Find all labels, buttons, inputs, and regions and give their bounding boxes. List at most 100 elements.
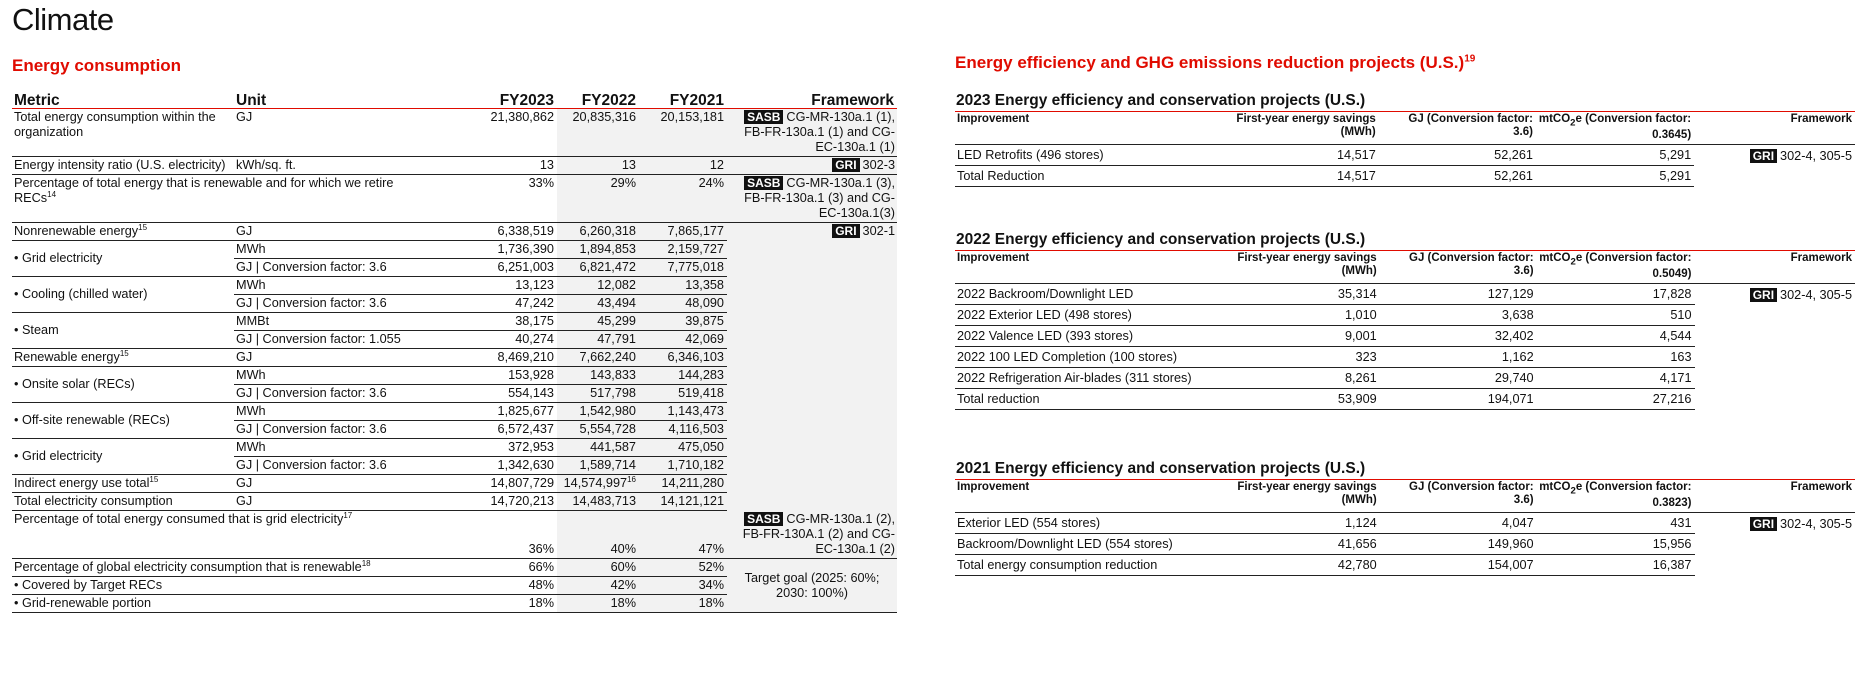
value-cell: 1,589,714 [557, 456, 639, 475]
framework-cell: GRI 302-3 [727, 156, 897, 175]
unit-cell: MMBt [234, 312, 484, 331]
framework-cell [1695, 368, 1856, 389]
table-header-row: Improvement First-year energy savings (MW… [955, 249, 1855, 285]
improvement-cell: Exterior LED (554 stores) [955, 512, 1223, 535]
col-co2: mtCO2e (Conversion factor: 0.3823) [1536, 478, 1695, 514]
improvement-cell: 2022 Valence LED (393 stores) [955, 325, 1223, 348]
unit-cell: GJ [234, 492, 484, 511]
table-row: Total reduction 53,909 194,071 27,216 [955, 388, 1855, 411]
framework-cell: SASB CG-MR-130a.1 (2), FB-FR-130A.1 (2) a… [727, 511, 897, 559]
page-title: Climate [12, 2, 114, 37]
value-cell: 1,542,980 [557, 402, 639, 421]
value-cell: 48% [484, 576, 557, 595]
value-cell: 15,956 [1536, 533, 1695, 556]
metric-cell: • Grid electricity [12, 240, 234, 277]
table-row: Backroom/Downlight LED (554 stores) 41,65… [955, 533, 1855, 556]
metric-cell: • Cooling (chilled water) [12, 276, 234, 313]
metric-cell: • Covered by Target RECs [12, 576, 484, 595]
value-cell: 53,909 [1222, 388, 1380, 411]
col-unit: Unit [234, 92, 484, 109]
value-cell: 5,291 [1535, 144, 1695, 167]
unit-cell: MWh [234, 438, 484, 457]
value-cell: 20,835,316 [557, 108, 639, 157]
value-cell: 33% [484, 174, 557, 223]
unit-cell: GJ | Conversion factor: 1.055 [234, 330, 484, 349]
unit-cell: GJ [234, 474, 484, 493]
value-cell: 27,216 [1536, 388, 1695, 411]
improvement-cell: 2022 Exterior LED (498 stores) [955, 304, 1223, 327]
value-cell: 5,291 [1535, 165, 1695, 188]
value-cell: 60% [557, 558, 639, 577]
table-row: GJ | Conversion factor: 3.6 554,143 517,… [12, 384, 897, 403]
value-cell: 48,090 [639, 294, 727, 313]
table-row: Total electricity consumption GJ 14,720,… [12, 492, 897, 511]
value-cell: 29,740 [1379, 367, 1537, 390]
unit-cell: GJ | Conversion factor: 3.6 [234, 456, 484, 475]
value-cell: 45,299 [557, 312, 639, 331]
gri-badge: GRI [832, 224, 860, 238]
unit-cell: GJ [234, 348, 484, 367]
value-cell: 6,572,437 [484, 420, 557, 439]
framework-cell [1695, 347, 1856, 368]
value-cell: 14,517 [1221, 165, 1379, 188]
value-cell: 18% [557, 594, 639, 613]
table-row: GJ | Conversion factor: 3.6 6,572,437 5,… [12, 420, 897, 439]
value-cell: 1,124 [1222, 512, 1380, 535]
unit-cell: MWh [234, 276, 484, 295]
value-cell: 154,007 [1379, 554, 1537, 577]
col-improvement: Improvement [955, 249, 1223, 285]
metric-cell: • Onsite solar (RECs) [12, 366, 234, 403]
col-savings: First-year energy savings (MWh) [1221, 110, 1379, 146]
metric-cell: • Steam [12, 312, 234, 349]
value-cell: 18% [484, 594, 557, 613]
value-cell: 52% [639, 558, 727, 577]
framework-cell [1695, 555, 1856, 576]
value-cell: 517,798 [557, 384, 639, 403]
value-cell: 149,960 [1379, 533, 1537, 556]
value-cell: 372,953 [484, 438, 557, 457]
value-cell: 144,283 [639, 366, 727, 385]
framework-cell: Target goal (2025: 60%; 2030: 100%) [727, 558, 897, 613]
value-cell: 18% [639, 594, 727, 613]
col-savings: First-year energy savings (MWh) [1222, 478, 1380, 514]
value-cell: 510 [1536, 304, 1695, 327]
unit-cell: kWh/sq. ft. [234, 156, 484, 175]
value-cell: 1,825,677 [484, 402, 557, 421]
value-cell: 14,211,280 [639, 474, 727, 493]
value-cell: 163 [1536, 346, 1695, 369]
table-row: • Cooling (chilled water) MWh 13,123 12,… [12, 276, 897, 313]
value-cell: 194,071 [1379, 388, 1537, 411]
value-cell: 66% [484, 558, 557, 577]
col-framework: Framework [727, 92, 897, 109]
value-cell: 475,050 [639, 438, 727, 457]
table-row: • Grid-renewable portion 18% 18% 18% [12, 594, 897, 613]
improvement-cell: Total reduction [955, 388, 1223, 411]
table-row: GJ | Conversion factor: 1.055 40,274 47,… [12, 330, 897, 349]
value-cell: 441,587 [557, 438, 639, 457]
table-row: • Steam MMBt 38,175 45,299 39,875 [12, 312, 897, 349]
value-cell: 13,358 [639, 276, 727, 295]
framework-blank [727, 240, 897, 511]
table-row: • Covered by Target RECs 48% 42% 34% [12, 576, 897, 595]
col-fy2022: FY2022 [557, 92, 639, 109]
table-row: • Grid electricity MWh 1,736,390 1,894,8… [12, 240, 897, 511]
value-cell: 39,875 [639, 312, 727, 331]
col-improvement: Improvement [955, 478, 1223, 514]
unit-cell: GJ | Conversion factor: 3.6 [234, 258, 484, 277]
value-cell: 47,242 [484, 294, 557, 313]
improvement-cell: Total Reduction [955, 165, 1222, 188]
value-cell: 1,010 [1222, 304, 1380, 327]
value-cell: 12 [639, 156, 727, 175]
value-cell: 153,928 [484, 366, 557, 385]
framework-cell: GRI 302-4, 305-5 [1695, 513, 1856, 534]
metric-cell: • Off-site renewable (RECs) [12, 402, 234, 439]
projects-2023: 2023 Energy efficiency and conservation … [955, 92, 1855, 188]
framework-cell: SASB CG-MR-130a.1 (1), FB-FR-130a.1 (1) a… [727, 108, 897, 157]
value-cell: 4,544 [1536, 325, 1695, 348]
metric-cell: Indirect energy use total15 [12, 474, 234, 493]
value-cell: 6,251,003 [484, 258, 557, 277]
col-framework: Framework [1694, 249, 1855, 285]
projects-2021: 2021 Energy efficiency and conservation … [955, 460, 1856, 577]
value-cell: 34% [639, 576, 727, 595]
col-metric: Metric [12, 92, 234, 109]
